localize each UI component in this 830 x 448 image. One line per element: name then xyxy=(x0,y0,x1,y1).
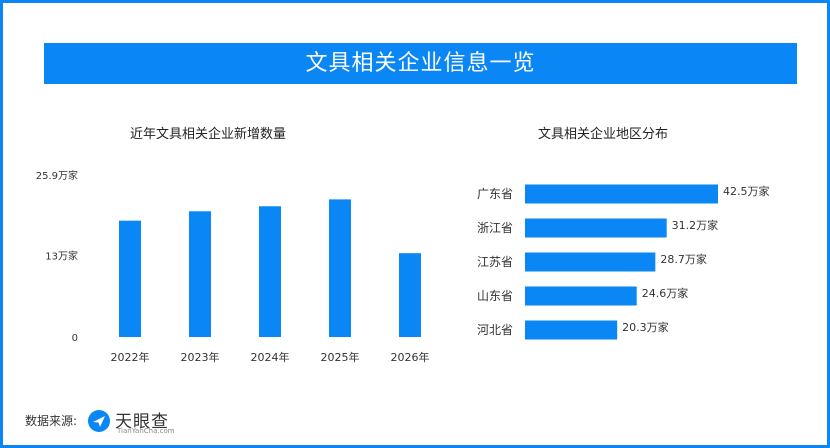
y-tick-label: 25.9万家 xyxy=(36,169,78,182)
y-tick-label: 0 xyxy=(72,333,78,344)
category-label: 河北省 xyxy=(477,323,513,337)
page-title: 文具相关企业信息一览 xyxy=(44,43,797,84)
bar-3 xyxy=(259,206,281,337)
data-label: 20.3万家 xyxy=(622,320,669,334)
y-tick-label: 13万家 xyxy=(45,250,78,263)
x-tick-label: 2023年 xyxy=(181,350,220,364)
hbar-3 xyxy=(525,252,656,272)
bar-5 xyxy=(399,253,421,337)
x-tick-label: 2026年 xyxy=(391,350,430,364)
tianyancha-logo-icon xyxy=(88,410,110,432)
x-tick-label: 2025年 xyxy=(321,350,360,364)
data-label: 24.6万家 xyxy=(642,286,689,300)
hbar-4 xyxy=(525,286,637,306)
hbar-1 xyxy=(525,184,718,204)
data-label: 31.2万家 xyxy=(672,218,719,232)
bar-4 xyxy=(329,199,351,337)
logo-subtext: TianYanCha.com xyxy=(117,427,175,435)
data-label: 42.5万家 xyxy=(723,184,770,198)
x-tick-label: 2022年 xyxy=(111,350,150,364)
hbar-2 xyxy=(525,218,667,238)
left-chart-title: 近年文具相关企业新增数量 xyxy=(129,127,286,142)
hbar-5 xyxy=(525,320,618,340)
tianyancha-logo: 天眼查 TianYanCha.com xyxy=(87,407,217,437)
logo-name: 天眼查 xyxy=(115,412,169,432)
right-chart-title: 文具相关企业地区分布 xyxy=(537,127,668,142)
data-label: 28.7万家 xyxy=(660,252,707,266)
category-label: 江苏省 xyxy=(477,255,513,269)
source-label: 数据来源: xyxy=(25,414,78,428)
bar-1 xyxy=(119,220,141,337)
category-label: 山东省 xyxy=(477,289,513,303)
category-label: 广东省 xyxy=(477,187,513,201)
x-tick-label: 2024年 xyxy=(251,350,290,364)
bar-2 xyxy=(189,211,211,337)
category-label: 浙江省 xyxy=(477,221,513,235)
